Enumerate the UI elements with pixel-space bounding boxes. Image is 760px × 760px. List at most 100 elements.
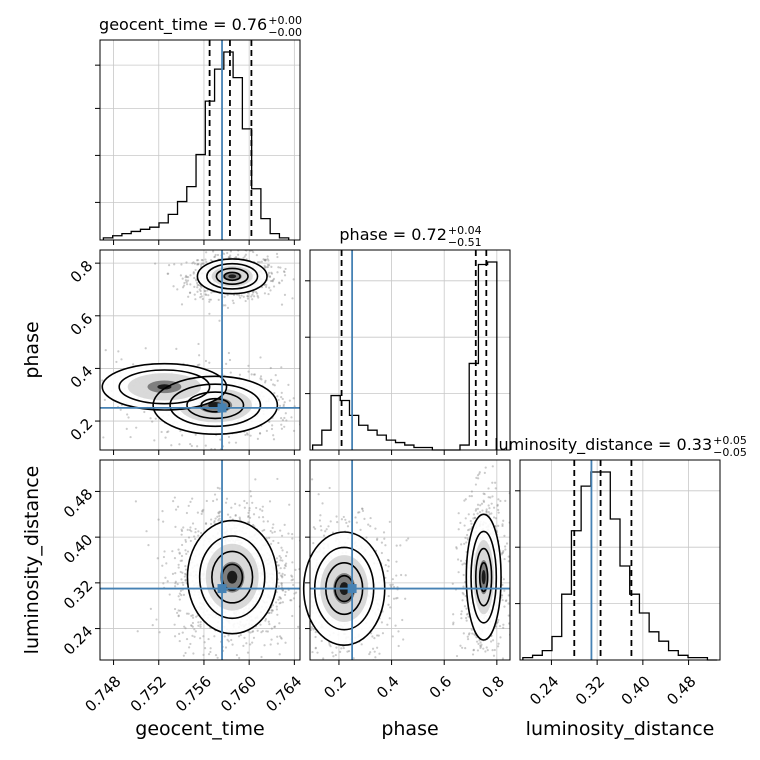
scatter-point: [201, 509, 204, 512]
scatter-point: [144, 347, 147, 350]
scatter-point: [270, 265, 273, 268]
scatter-point: [276, 271, 279, 274]
scatter-point: [314, 646, 317, 649]
scatter-point: [314, 647, 317, 650]
scatter-point: [490, 512, 493, 515]
scatter-point: [307, 410, 309, 412]
scatter-point: [476, 474, 480, 477]
scatter-point: [66, 387, 68, 389]
scatter-point: [310, 628, 313, 632]
scatter-point: [196, 290, 199, 293]
scatter-point: [301, 266, 303, 268]
scatter-point: [198, 363, 201, 366]
scatter-point: [280, 423, 283, 426]
scatter-point: [360, 643, 363, 646]
scatter-point: [278, 635, 282, 638]
x-tick-label: 0.756: [172, 672, 215, 715]
density-peak: [228, 274, 237, 279]
scatter-point: [192, 652, 195, 655]
scatter-point: [319, 525, 322, 528]
scatter-point: [457, 528, 460, 531]
scatter-point: [239, 296, 242, 299]
scatter-point: [487, 504, 490, 507]
scatter-point: [281, 601, 285, 604]
scatter-point: [270, 271, 273, 274]
scatter-point: [267, 271, 271, 274]
scatter-point: [280, 391, 283, 394]
scatter-point: [284, 564, 287, 567]
scatter-point: [371, 647, 375, 650]
scatter-point: [186, 550, 190, 553]
scatter-point: [278, 602, 281, 605]
scatter-point: [177, 609, 180, 612]
scatter-point: [320, 529, 323, 532]
scatter-point: [189, 539, 192, 543]
scatter-point: [179, 609, 182, 612]
scatter-point: [460, 617, 463, 620]
scatter-point: [275, 605, 278, 608]
scatter-point: [219, 510, 222, 513]
scatter-point: [472, 517, 475, 520]
scatter-point: [256, 629, 259, 632]
scatter-point: [502, 578, 505, 581]
scatter-point: [245, 502, 249, 505]
scatter-point: [207, 637, 210, 641]
scatter-point: [384, 564, 387, 567]
scatter-point: [167, 264, 171, 267]
scatter-point: [201, 259, 204, 262]
scatter-point: [348, 520, 351, 523]
scatter-point: [197, 530, 200, 533]
scatter-point: [103, 398, 106, 401]
scatter-point: [358, 511, 361, 514]
scatter-point: [480, 672, 482, 674]
scatter-point: [240, 294, 243, 297]
scatter-point: [463, 562, 466, 565]
scatter-point: [261, 509, 264, 512]
scatter-point: [276, 635, 279, 638]
scatter-point: [356, 669, 358, 671]
scatter-point: [166, 430, 169, 434]
scatter-point: [193, 661, 195, 663]
scatter-point: [496, 503, 499, 506]
x-tick-label: 0.748: [82, 672, 125, 715]
scatter-point: [451, 582, 454, 585]
scatter-point: [184, 579, 187, 582]
scatter-point: [317, 493, 320, 496]
scatter-point: [246, 651, 250, 654]
scatter-point: [251, 630, 254, 633]
scatter-point: [283, 593, 287, 596]
scatter-point: [257, 296, 260, 299]
scatter-point: [497, 508, 500, 512]
scatter-point: [507, 602, 510, 605]
scatter-point: [279, 636, 283, 639]
scatter-point: [202, 635, 205, 638]
scatter-point: [513, 606, 515, 608]
scatter-point: [290, 416, 293, 419]
scatter-point: [185, 511, 189, 515]
scatter-point: [494, 481, 497, 484]
scatter-point: [501, 583, 504, 587]
scatter-point: [276, 613, 279, 616]
scatter-point: [202, 508, 205, 512]
scatter-point: [261, 505, 264, 508]
scatter-point: [176, 288, 179, 291]
scatter-point: [200, 258, 203, 262]
y-tick-label: 0.4: [67, 362, 97, 392]
scatter-point: [190, 530, 193, 533]
scatter-point: [478, 511, 482, 514]
scatter-point: [280, 582, 283, 585]
scatter-point: [196, 263, 199, 266]
scatter-point: [190, 624, 193, 627]
scatter-point: [236, 667, 238, 669]
scatter-point: [464, 647, 467, 650]
scatter-point: [222, 252, 226, 256]
scatter-point: [225, 497, 229, 500]
scatter-point: [331, 663, 333, 665]
scatter-point: [181, 581, 184, 584]
scatter-point: [292, 597, 296, 600]
title-label: phase = 0.72: [339, 225, 446, 244]
scatter-point: [376, 537, 379, 540]
scatter-point: [487, 672, 489, 674]
scatter-point: [314, 631, 317, 634]
scatter-point: [365, 536, 368, 539]
